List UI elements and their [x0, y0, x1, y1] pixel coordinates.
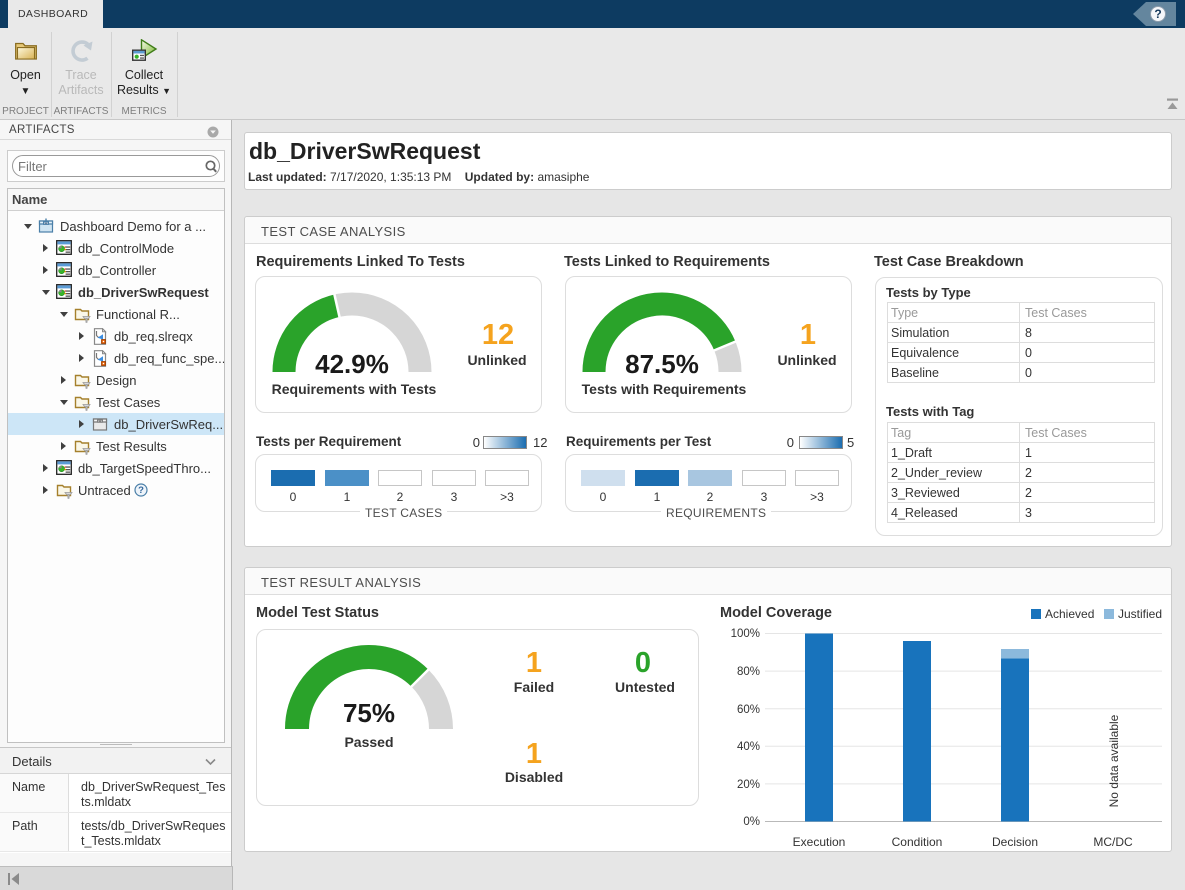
svg-text:Execution: Execution: [793, 835, 846, 849]
svg-text:Condition: Condition: [892, 835, 943, 849]
svg-text:40%: 40%: [737, 741, 760, 753]
svg-text:60%: 60%: [737, 704, 760, 716]
svg-text:100%: 100%: [731, 628, 760, 640]
svg-text:MC/DC: MC/DC: [1093, 835, 1133, 849]
svg-text:20%: 20%: [737, 779, 760, 791]
svg-text:80%: 80%: [737, 666, 760, 678]
svg-text:?: ?: [138, 485, 144, 496]
svg-text:0%: 0%: [743, 816, 760, 828]
svg-text:Decision: Decision: [992, 835, 1038, 849]
svg-text:No data available: No data available: [1107, 714, 1121, 807]
